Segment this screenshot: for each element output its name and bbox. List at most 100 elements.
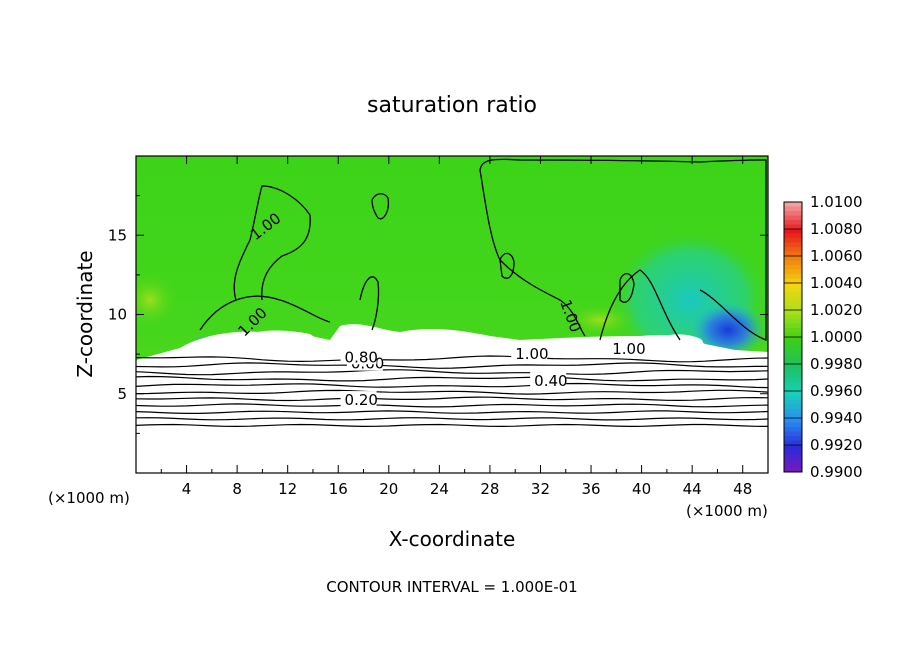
- colorbar-swatch: [784, 229, 802, 234]
- contour-line: [136, 362, 768, 369]
- colorbar-label: 0.9960: [810, 382, 863, 400]
- colorbar-swatch: [784, 242, 802, 248]
- dry-blue-region: [690, 302, 766, 358]
- colorbar-label: 1.0060: [810, 247, 863, 265]
- colorbar-swatch: [784, 467, 802, 473]
- moist-yellow-region: [136, 270, 180, 330]
- colorbar-swatch: [784, 215, 802, 221]
- colorbar-swatch: [784, 224, 802, 230]
- colorbar-swatch: [784, 427, 802, 432]
- y-tick-label: 15: [108, 226, 127, 244]
- colorbar-swatch: [784, 332, 802, 338]
- colorbar-swatch: [784, 364, 802, 369]
- colorbar-swatch: [784, 247, 802, 252]
- contour-label-bg: [530, 372, 567, 389]
- colorbar-swatch: [784, 458, 802, 464]
- colorbar-swatch: [784, 233, 802, 239]
- colorbar-swatch: [784, 386, 802, 392]
- y-axis-label: Z-coordinate: [73, 250, 97, 377]
- contour-line: [136, 382, 768, 389]
- colorbar-label: 1.0040: [810, 274, 863, 292]
- colorbar-swatch: [784, 422, 802, 428]
- colorbar-swatch: [784, 296, 802, 302]
- colorbar-swatch: [784, 440, 802, 446]
- colorbar-swatch: [784, 278, 802, 284]
- x-tick-label: 40: [632, 480, 651, 498]
- x-tick-label: 16: [329, 480, 348, 498]
- colorbar-swatch: [784, 269, 802, 275]
- contour-line: [136, 423, 768, 428]
- contour-line: [136, 410, 768, 414]
- colorbar-swatch: [784, 274, 802, 279]
- colorbar-swatch: [784, 287, 802, 293]
- colorbar-swatch: [784, 400, 802, 405]
- colorbar-swatch: [784, 463, 802, 468]
- y-axis: 5 10 15: [108, 195, 768, 434]
- x-tick-label: 48: [733, 480, 752, 498]
- contour-label-bg: [340, 348, 377, 365]
- colorbar-swatch: [784, 418, 802, 423]
- x-units-right: (×1000 m): [686, 502, 768, 520]
- colorbar-swatch: [784, 206, 802, 212]
- colorbar-swatch: [784, 454, 802, 459]
- colorbar-swatch: [784, 449, 802, 455]
- contour-line: [136, 355, 768, 363]
- plot-area: 0.200.400.600.801.001.001.001.001.00: [136, 156, 768, 473]
- x-tick-label: 8: [232, 480, 242, 498]
- colorbar-swatch: [784, 220, 802, 225]
- colorbar-label: 0.9980: [810, 355, 863, 373]
- moist-yellow-region-2: [560, 302, 640, 338]
- colorbar-swatch: [784, 395, 802, 401]
- colorbar-swatch: [784, 368, 802, 374]
- contour-label-bg: [340, 391, 377, 408]
- colorbar-swatch: [784, 409, 802, 414]
- contour-label: 0.20: [345, 391, 378, 409]
- chart-title: saturation ratio: [367, 93, 537, 118]
- colorbar: 1.0100 1.0080 1.0060 1.0040 1.0020 1.0000 0.99…: [783, 193, 863, 481]
- colorbar-swatch: [784, 301, 802, 306]
- x-tick-label: 24: [430, 480, 449, 498]
- contour-label: 0.80: [345, 348, 378, 366]
- colorbar-swatch: [784, 341, 802, 347]
- contour-lines: [136, 355, 768, 428]
- colorbar-label: 0.9900: [810, 463, 863, 481]
- colorbar-swatch: [784, 436, 802, 441]
- cloud-bulge-right: [650, 334, 706, 350]
- x-axis-label: X-coordinate: [389, 527, 516, 551]
- colorbar-swatch: [784, 211, 802, 216]
- contour-line: [136, 396, 768, 402]
- x-tick-label: 20: [379, 480, 398, 498]
- colorbar-swatch: [784, 202, 802, 207]
- contour-label-bg: [511, 345, 548, 362]
- contour-line: [136, 389, 768, 395]
- colorbar-swatch: [784, 260, 802, 266]
- contour-label: 1.00: [612, 340, 645, 358]
- colorbar-swatch: [784, 251, 802, 257]
- y-tick-label: 5: [117, 385, 127, 403]
- x-tick-label: 4: [182, 480, 192, 498]
- colorbar-swatch: [784, 355, 802, 360]
- colorbar-swatch: [784, 256, 802, 261]
- x-tick-label: 28: [480, 480, 499, 498]
- colorbar-swatch: [784, 328, 802, 333]
- colorbar-swatch: [784, 350, 802, 356]
- x-tick-label: 44: [683, 480, 702, 498]
- colorbar-label: 1.0020: [810, 301, 863, 319]
- colorbar-label: 1.0100: [810, 193, 863, 211]
- contour-line: [136, 403, 768, 408]
- colorbar-swatch: [784, 283, 802, 288]
- colorbar-swatch: [784, 238, 802, 243]
- colorbar-label: 0.9940: [810, 409, 863, 427]
- colorbar-label: 1.0000: [810, 328, 863, 346]
- x-tick-label: 36: [581, 480, 600, 498]
- x-tick-label: 12: [278, 480, 297, 498]
- colorbar-swatch: [784, 310, 802, 315]
- colorbar-label: 0.9920: [810, 436, 863, 454]
- cloud-bulge-left: [232, 330, 320, 354]
- colorbar-swatch: [784, 292, 802, 297]
- contour-interval-note: CONTOUR INTERVAL = 1.000E-01: [326, 578, 577, 596]
- colorbar-swatch: [784, 373, 802, 378]
- colorbar-swatch: [784, 319, 802, 324]
- colorbar-swatch: [784, 431, 802, 437]
